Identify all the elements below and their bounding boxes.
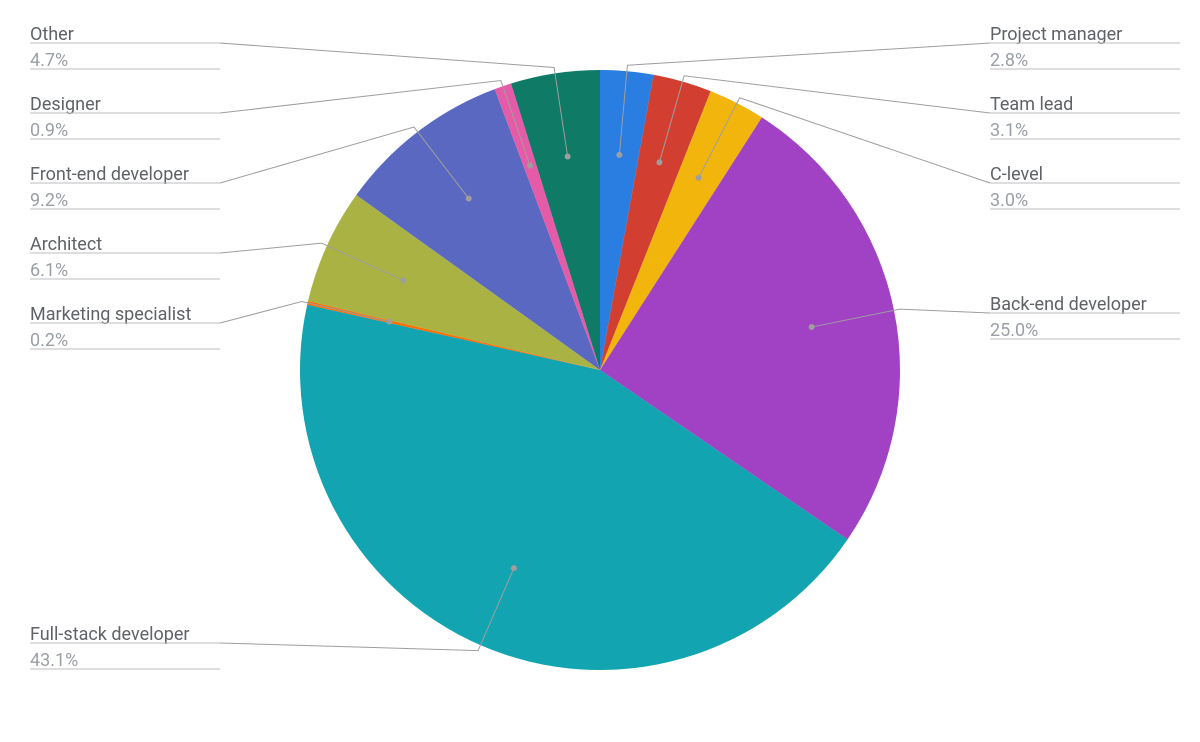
leader-dot-icon	[466, 195, 472, 201]
slice-label-percent: 3.0%	[990, 190, 1028, 211]
leader-dot-icon	[565, 153, 571, 159]
slice-label-title: Designer	[30, 94, 101, 115]
slice-label-percent: 43.1%	[30, 650, 78, 671]
leader-dot-icon	[511, 565, 517, 571]
slice-label-percent: 3.1%	[990, 120, 1028, 141]
slice-label-percent: 0.9%	[30, 120, 68, 141]
slice-label-percent: 9.2%	[30, 190, 68, 211]
slice-label-percent: 6.1%	[30, 260, 68, 281]
pie-chart: Project manager 2.8% Team lead 3.1% C-level 3…	[0, 0, 1200, 742]
leader-dot-icon	[527, 163, 533, 169]
slice-label-title: Marketing specialist	[30, 304, 191, 325]
slice-label-title: C-level	[990, 164, 1043, 185]
leader-dot-icon	[696, 175, 702, 181]
slice-label-percent: 0.2%	[30, 330, 68, 351]
slice-label-title: Back-end developer	[990, 294, 1147, 315]
slice-label-title: Front-end developer	[30, 164, 189, 185]
slice-label-title: Project manager	[990, 24, 1122, 45]
slice-label-title: Architect	[30, 234, 102, 255]
leader-dot-icon	[400, 277, 406, 283]
slice-label-title: Team lead	[990, 94, 1073, 115]
leader-dot-icon	[616, 152, 622, 158]
leader-dot-icon	[809, 324, 815, 330]
slice-label-percent: 4.7%	[30, 50, 68, 71]
slice-label-title: Other	[30, 24, 74, 45]
leader-dot-icon	[386, 319, 392, 325]
slice-label-percent: 2.8%	[990, 50, 1028, 71]
slice-label-percent: 25.0%	[990, 320, 1038, 341]
slice-label-title: Full-stack developer	[30, 624, 190, 645]
leader-dot-icon	[656, 159, 662, 165]
